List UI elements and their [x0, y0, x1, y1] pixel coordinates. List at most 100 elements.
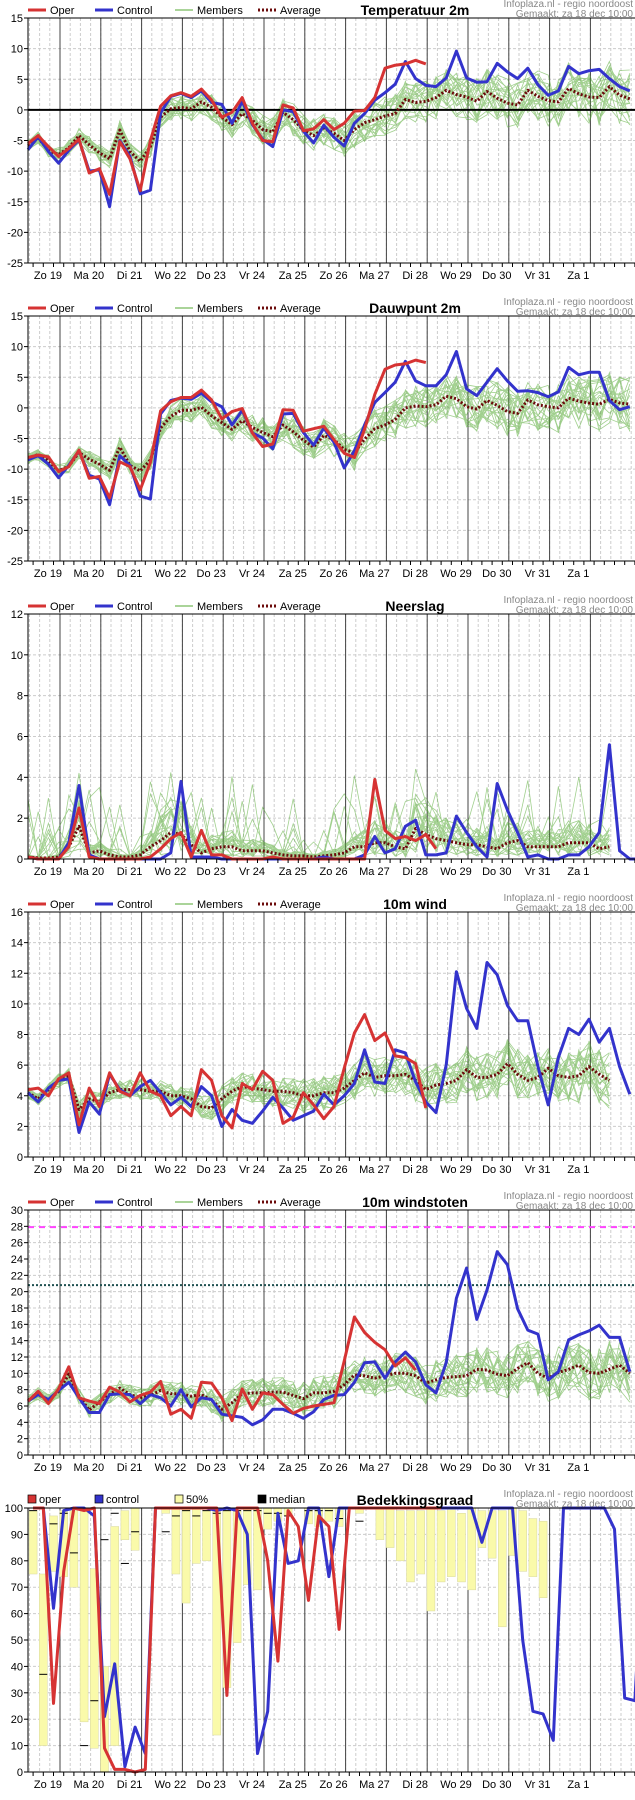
band-50-bar: [426, 1507, 436, 1612]
x-tick-label: Za 25: [279, 866, 307, 878]
credit-source: Infoplaza.nl - regio noordoost: [503, 894, 633, 904]
legend-label: Oper: [50, 1197, 75, 1209]
x-tick-label: Zo 26: [320, 1462, 348, 1474]
y-tick-label: -25: [7, 258, 23, 270]
control-legend-swatch: [94, 1494, 104, 1504]
average-line: [27, 824, 610, 860]
y-tick-label: 6: [17, 1401, 23, 1413]
y-tick-label: 80: [11, 1556, 23, 1568]
legend: Oper Control Members Average: [28, 5, 321, 17]
x-tick-label: Ma 27: [359, 270, 390, 282]
x-tick-label: Zo 26: [320, 866, 348, 878]
x-tick-label: Wo 22: [155, 1462, 187, 1474]
y-tick-label: 4: [17, 772, 23, 784]
y-tick-label: 0: [17, 1152, 23, 1164]
x-tick-label: Wo 22: [155, 866, 187, 878]
x-tick-label: Wo 22: [155, 1779, 187, 1791]
band-50-bar: [171, 1507, 181, 1575]
legend-label: Members: [197, 303, 243, 315]
y-tick-label: 24: [11, 1254, 23, 1266]
x-tick-label: Ma 27: [359, 1164, 390, 1176]
x-tick-label: Do 30: [482, 1164, 511, 1176]
legend-label: Oper: [50, 5, 75, 17]
gridlines: [28, 911, 635, 1158]
y-tick-label: 90: [11, 1529, 23, 1541]
x-tick-label: Do 23: [197, 270, 226, 282]
y-tick-label: 8: [17, 691, 23, 703]
y-tick-label: 70: [11, 1582, 23, 1594]
x-tick-label: Za 1: [567, 1779, 589, 1791]
member-line: [27, 375, 631, 480]
x-tick-label: Do 23: [197, 1164, 226, 1176]
x-tick-label: Di 21: [117, 270, 143, 282]
x-tick-label: Ma 20: [74, 1779, 105, 1791]
y-tick-label: -5: [13, 136, 23, 148]
member-line: [27, 1346, 631, 1416]
credit-source: Infoplaza.nl - regio noordoost: [503, 1192, 633, 1202]
y-tick-label: 20: [11, 1287, 23, 1299]
legend-label: Control: [117, 899, 152, 911]
x-tick-label: Ma 20: [74, 1462, 105, 1474]
legend: Oper Control Members Average: [28, 899, 321, 911]
y-tick-label: 5: [17, 372, 23, 384]
legend-label: Average: [280, 1197, 321, 1209]
oper-line: [27, 1013, 428, 1130]
band-50-bar: [324, 1507, 334, 1522]
x-tick-label: Wo 29: [440, 568, 472, 580]
band-50-bar: [181, 1507, 191, 1604]
y-tick-label: 30: [11, 1688, 23, 1700]
x-tick-label: Do 23: [197, 1779, 226, 1791]
chart-title: Bedekkingsgraad: [357, 1492, 474, 1508]
y-tick-label: 6: [17, 732, 23, 744]
member-line: [27, 69, 631, 169]
y-tick-label: 14: [11, 1336, 23, 1348]
y-tick-label: 100: [5, 1503, 23, 1515]
y-tick-label: 4: [17, 1417, 23, 1429]
x-tick-label: Di 21: [117, 1462, 143, 1474]
y-tick-label: 10: [11, 1741, 23, 1753]
x-tick-label: Wo 22: [155, 270, 187, 282]
x-tick-label: Wo 29: [440, 1779, 472, 1791]
y-tick-label: 0: [17, 1767, 23, 1779]
legend-label: Members: [197, 5, 243, 17]
x-tick-label: Di 28: [402, 1164, 428, 1176]
x-tick-label: Do 23: [197, 866, 226, 878]
x-tick-label: Za 25: [279, 270, 307, 282]
y-tick-label: 0: [17, 403, 23, 415]
x-tick-label: Ma 27: [359, 1779, 390, 1791]
x-tick-label: Do 30: [482, 1462, 511, 1474]
x-tick-label: Vr 24: [239, 568, 265, 580]
y-tick-label: 12: [11, 968, 23, 980]
credit-timestamp: Gemaakt: za 18 dec 10:00: [516, 9, 634, 20]
legend-label: Control: [117, 601, 152, 613]
credit-source: Infoplaza.nl - regio noordoost: [503, 596, 633, 606]
x-tick-label: Zo 19: [34, 270, 62, 282]
chart-temperature: 15 10 5 0 -5 -10 -15 -20 -25 Zo 19 Ma 20 Di 21 Wo 22…: [7, 0, 635, 282]
x-tick-label: Ma 27: [359, 1462, 390, 1474]
y-tick-label: 14: [11, 938, 23, 950]
y-tick-label: 26: [11, 1238, 23, 1250]
x-tick-label: Za 1: [567, 568, 589, 580]
x-tick-label: Di 28: [402, 1462, 428, 1474]
member-line: [27, 72, 631, 161]
y-tick-label: 8: [17, 1385, 23, 1397]
band-50-bar: [120, 1510, 130, 1540]
member-line: [27, 1049, 610, 1114]
chart-title: 10m windstoten: [362, 1194, 468, 1210]
x-tick-label: Vr 31: [525, 1779, 551, 1791]
chart-title: 10m wind: [383, 896, 447, 912]
band-50-bar: [406, 1510, 415, 1583]
oper-line: [27, 358, 427, 500]
oper-line: [26, 1315, 417, 1423]
y-tick-label: 4: [17, 1091, 23, 1103]
x-tick-label: Do 30: [482, 1779, 511, 1791]
x-tick-label: Za 1: [567, 270, 589, 282]
y-tick-label: 20: [11, 1714, 23, 1726]
x-tick-label: Wo 22: [155, 568, 187, 580]
credit-source: Infoplaza.nl - regio noordoost: [503, 0, 633, 10]
legend: Oper Control Members Average: [28, 601, 321, 613]
x-tick-label: Wo 22: [155, 1164, 187, 1176]
x-tick-label: Ma 20: [74, 1164, 105, 1176]
legend: Oper Control Members Average: [28, 303, 321, 315]
